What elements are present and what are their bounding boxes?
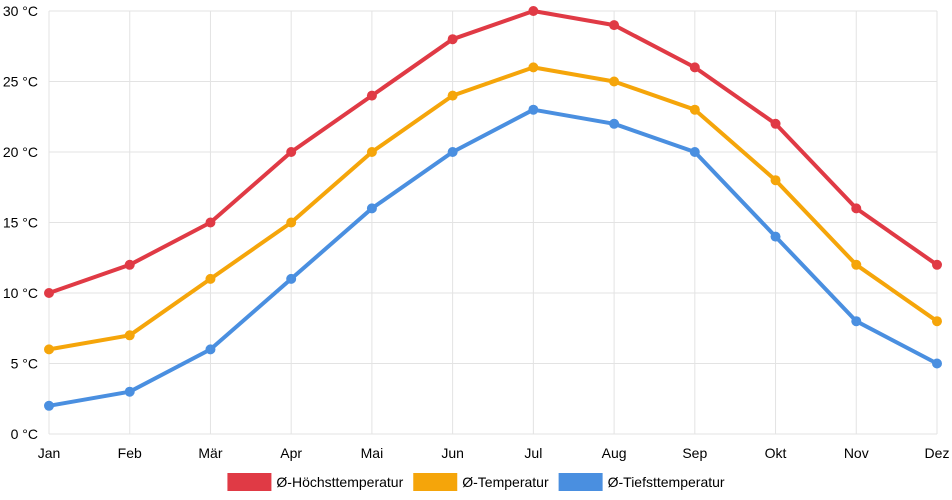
data-point[interactable] (205, 217, 216, 228)
data-point[interactable] (366, 147, 377, 157)
legend-label: Ø-Temperatur (462, 474, 549, 490)
data-point[interactable] (286, 147, 297, 157)
data-point[interactable] (44, 344, 54, 355)
series-line (47, 107, 939, 408)
data-point[interactable] (851, 203, 862, 214)
data-point[interactable] (447, 90, 458, 101)
data-point[interactable] (286, 273, 297, 284)
data-point[interactable] (689, 104, 700, 115)
series-line (47, 9, 939, 295)
series-2 (44, 104, 942, 411)
data-point[interactable] (286, 217, 297, 228)
series-0 (44, 6, 942, 298)
y-tick-label: 20 °C (3, 144, 38, 160)
x-tick-label: Dez (925, 445, 950, 461)
data-point[interactable] (447, 34, 458, 45)
data-point[interactable] (932, 316, 942, 327)
y-tick-label: 30 °C (3, 3, 38, 19)
data-point[interactable] (124, 386, 135, 397)
data-point[interactable] (44, 400, 54, 411)
data-point[interactable] (447, 147, 458, 157)
series-1 (44, 62, 942, 355)
data-point[interactable] (366, 90, 377, 101)
data-point[interactable] (528, 6, 539, 16)
data-point[interactable] (932, 259, 942, 270)
legend-item[interactable]: Ø-Temperatur (413, 473, 549, 491)
x-tick-label: Feb (118, 445, 142, 461)
grid (48, 10, 938, 435)
data-point[interactable] (205, 273, 216, 284)
x-tick-label: Aug (602, 445, 627, 461)
series-line (47, 65, 939, 352)
data-point[interactable] (851, 259, 862, 270)
y-tick-label: 0 °C (11, 426, 38, 442)
data-point[interactable] (770, 175, 781, 186)
data-point[interactable] (366, 203, 377, 214)
x-tick-label: Apr (280, 445, 302, 461)
legend-item[interactable]: Ø-Tiefsttemperatur (558, 473, 725, 491)
legend-label: Ø-Höchsttemperatur (276, 474, 403, 490)
x-tick-label: Sep (682, 445, 707, 461)
y-axis-ticks: 0 °C 5 °C 10 °C 15 °C 20 °C 25 °C 30 °C (3, 3, 38, 442)
data-point[interactable] (609, 118, 620, 129)
data-point[interactable] (205, 344, 216, 355)
legend-item[interactable]: Ø-Höchsttemperatur (227, 473, 404, 491)
legend-swatch (413, 473, 458, 491)
data-point[interactable] (770, 231, 781, 242)
data-point[interactable] (689, 147, 700, 157)
data-point[interactable] (609, 76, 620, 87)
y-tick-label: 10 °C (3, 285, 38, 301)
legend-swatch (227, 473, 272, 491)
legend: Ø-Höchsttemperatur Ø-Temperatur Ø-Tiefstte… (227, 473, 725, 491)
data-point[interactable] (528, 104, 539, 115)
x-tick-label: Jul (524, 445, 542, 461)
x-tick-label: Jan (38, 445, 61, 461)
legend-swatch (558, 473, 603, 491)
data-point[interactable] (770, 118, 781, 129)
x-tick-label: Mär (198, 445, 222, 461)
data-point[interactable] (44, 288, 54, 298)
data-point[interactable] (932, 358, 942, 369)
data-point[interactable] (124, 330, 135, 341)
legend-label: Ø-Tiefsttemperatur (608, 474, 725, 490)
x-axis-ticks: Jan Feb Mär Apr Mai Jun Jul Aug Sep Okt Nov Dez (38, 445, 950, 461)
x-tick-label: Jun (441, 445, 464, 461)
y-tick-label: 15 °C (3, 215, 38, 231)
x-tick-label: Nov (844, 445, 869, 461)
data-point[interactable] (609, 20, 620, 31)
x-tick-label: Okt (765, 445, 787, 461)
data-point[interactable] (528, 62, 539, 73)
data-point[interactable] (851, 316, 862, 327)
y-tick-label: 5 °C (11, 356, 38, 372)
data-point[interactable] (689, 62, 700, 73)
series (44, 6, 942, 411)
y-tick-label: 25 °C (3, 74, 38, 90)
x-tick-label: Mai (361, 445, 384, 461)
data-point[interactable] (124, 259, 135, 270)
